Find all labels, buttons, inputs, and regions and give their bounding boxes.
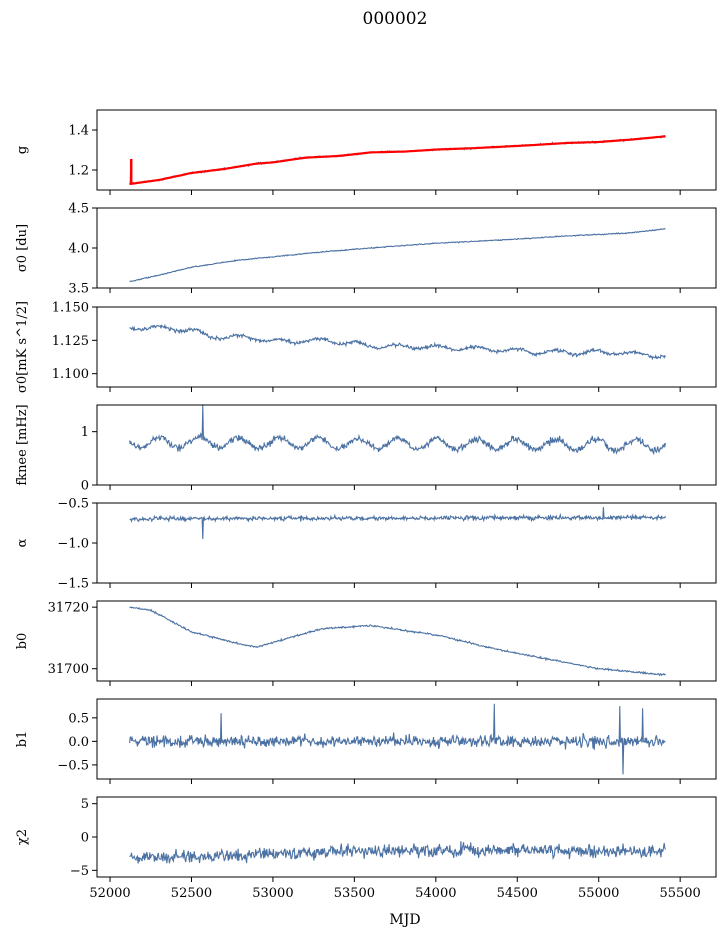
x-tick-label: 55000 — [578, 886, 619, 901]
y-tick-label: 4.0 — [68, 242, 89, 257]
y-tick-label: 1.125 — [52, 334, 89, 349]
x-axis-label: MJD — [389, 912, 420, 928]
y-tick-label: 0.5 — [68, 711, 89, 726]
y-tick-label: 0 — [81, 831, 89, 846]
series-line-chi2 — [129, 841, 667, 864]
figure-title: 000002 — [363, 9, 428, 29]
panel-sigma0_du: 3.5 4.0 4.5 σ0 [du] — [15, 202, 717, 297]
y-axis-label-chi2: χ2 — [15, 829, 30, 845]
x-tick-label: 52000 — [89, 886, 130, 901]
y-tick-label: 31700 — [48, 662, 89, 677]
axes-frame — [96, 404, 717, 486]
y-tick-label: −5 — [70, 864, 89, 879]
series-line-b1 — [129, 703, 666, 775]
panel-chi2: −5 0 5 52000 52500 53000 53500 54000 54500 55000 5… — [15, 796, 717, 901]
y-tick-label: 1.4 — [68, 124, 89, 139]
panel-sigma0_mks: 1.100 1.125 1.150 σ0[mK s^1/2] — [15, 301, 717, 393]
y-axis-label-b1: b1 — [15, 731, 30, 748]
x-tick-label: 52500 — [171, 886, 212, 901]
x-tick-label: 54000 — [415, 886, 456, 901]
y-tick-label: 1 — [81, 425, 89, 440]
y-axis-label-sigma0_du: σ0 [du] — [15, 224, 30, 272]
y-tick-label: 4.5 — [68, 202, 89, 217]
y-tick-label: −1.5 — [57, 577, 89, 592]
y-tick-label: 1.2 — [68, 164, 89, 179]
series-line-fknee — [129, 405, 667, 456]
y-tick-label: 3.5 — [68, 282, 89, 297]
y-tick-label: 31720 — [48, 601, 89, 616]
axes-frame — [96, 109, 717, 191]
y-axis-label-g: g — [15, 146, 30, 154]
series-line-alpha — [129, 506, 667, 540]
axes-frame — [96, 600, 717, 682]
axes-frame — [96, 502, 717, 584]
series-line-sigma0_mks — [129, 323, 666, 361]
x-tick-label: 55500 — [659, 886, 700, 901]
panel-fknee: 0 1 fknee [mHz] — [15, 404, 717, 494]
axes-frame — [96, 306, 717, 388]
y-tick-label: 0 — [81, 479, 89, 494]
x-tick-label: 54500 — [497, 886, 538, 901]
y-axis-label-b0: b0 — [15, 633, 30, 650]
x-tick-label: 53500 — [334, 886, 375, 901]
axes-frame — [96, 698, 717, 780]
y-axis-label-alpha: α — [15, 538, 30, 547]
y-axis-label-sigma0_mks: σ0[mK s^1/2] — [15, 301, 30, 393]
y-tick-label: −0.5 — [57, 758, 89, 773]
panels-group: 1.2 1.4 g 3.5 4.0 4.5 σ0 [du] 1.100 1.125 1.150 σ0… — [15, 109, 717, 901]
y-tick-label: 5 — [81, 797, 89, 812]
series-line-b0 — [129, 606, 666, 677]
panel-g: 1.2 1.4 g — [15, 109, 717, 195]
axes-frame — [96, 207, 717, 289]
y-tick-label: 1.100 — [52, 367, 89, 382]
panel-b1: −0.5 0.0 0.5 b1 — [15, 698, 717, 784]
axes-frame — [96, 796, 717, 878]
y-tick-label: 1.150 — [52, 301, 89, 316]
y-tick-label: −0.5 — [57, 497, 89, 512]
series-line-sigma0_du — [129, 228, 666, 283]
fit-line-g — [129, 135, 666, 186]
panel-alpha: −1.5 −1.0 −0.5 α — [15, 497, 717, 592]
panel-b0: 31700 31720 b0 — [15, 600, 717, 686]
y-tick-label: −1.0 — [57, 537, 89, 552]
y-tick-label: 0.0 — [68, 735, 89, 750]
y-axis-label-fknee: fknee [mHz] — [15, 404, 30, 485]
x-tick-label: 53000 — [252, 886, 293, 901]
